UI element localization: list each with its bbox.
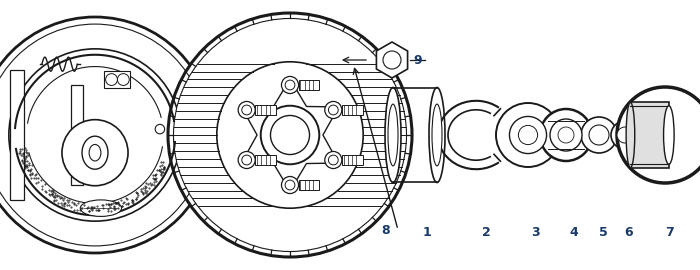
Ellipse shape [388,104,398,166]
Text: 6: 6 [624,225,634,238]
Circle shape [519,125,538,145]
Circle shape [118,74,130,85]
Circle shape [106,74,118,85]
Circle shape [328,155,338,165]
Polygon shape [377,42,407,78]
Circle shape [0,17,213,253]
Circle shape [540,109,592,161]
Circle shape [285,80,295,90]
Bar [256,155,276,165]
Circle shape [238,151,256,168]
Text: 7: 7 [664,225,673,238]
Circle shape [325,102,342,119]
Ellipse shape [664,106,674,164]
Circle shape [217,62,363,208]
Ellipse shape [432,104,442,166]
Circle shape [496,103,560,167]
Circle shape [174,18,407,252]
Circle shape [589,125,609,145]
Bar [10,70,25,200]
Circle shape [281,76,298,93]
Circle shape [558,127,574,143]
Bar [298,180,319,190]
Ellipse shape [80,200,122,217]
Text: 2: 2 [482,225,491,238]
Circle shape [617,87,700,183]
Circle shape [550,119,582,151]
Circle shape [617,127,633,143]
Text: 4: 4 [570,225,578,238]
Ellipse shape [385,87,401,183]
Ellipse shape [82,136,108,169]
Circle shape [383,51,401,69]
Circle shape [581,117,617,153]
Bar [342,105,363,115]
Circle shape [270,116,309,154]
Circle shape [62,120,128,186]
Text: 3: 3 [532,225,540,238]
Circle shape [241,105,251,115]
Ellipse shape [89,144,101,161]
Bar [104,71,130,88]
Circle shape [281,177,298,194]
Circle shape [155,124,164,134]
Bar [71,85,83,185]
Text: 5: 5 [598,225,608,238]
Bar [256,105,276,115]
Circle shape [285,180,295,190]
Bar [342,155,363,165]
Bar [298,80,319,90]
Ellipse shape [429,87,445,183]
Circle shape [611,121,639,149]
Ellipse shape [626,102,635,168]
Circle shape [168,13,412,257]
Text: 8: 8 [382,224,391,237]
Circle shape [325,151,342,168]
Circle shape [241,155,251,165]
Circle shape [510,116,547,154]
Circle shape [238,102,256,119]
Bar [631,102,668,168]
Circle shape [328,105,338,115]
Text: 1: 1 [423,225,431,238]
Circle shape [260,106,319,164]
Text: 9: 9 [414,53,422,66]
